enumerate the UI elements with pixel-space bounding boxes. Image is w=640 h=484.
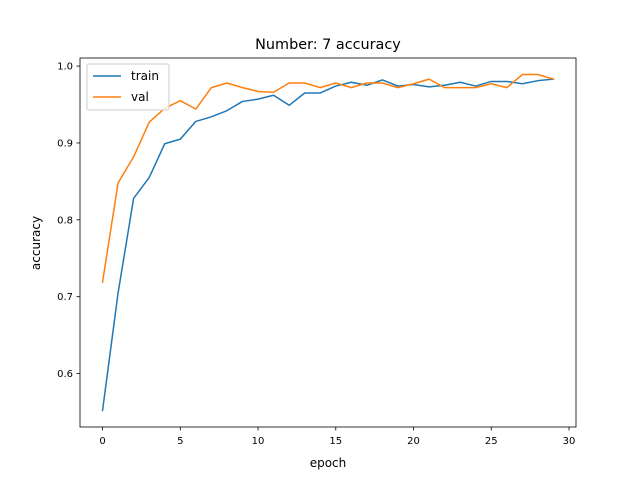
x-tick-label: 5: [177, 436, 183, 447]
plot-area: 0 5 10 15 20 25 30 0.6 0.7 0.8 0.9 1.0 train val: [57, 57, 577, 447]
x-axis-label: epoch: [310, 456, 347, 470]
chart-title: Number: 7 accuracy: [255, 37, 401, 53]
y-axis-label: accuracy: [29, 216, 43, 270]
x-tick-label: 0: [99, 436, 105, 447]
series-line-train: [101, 78, 555, 412]
legend: train val: [86, 63, 170, 111]
x-tick-label: 30: [563, 436, 576, 447]
axes-frame: [79, 57, 577, 428]
series-line-val: [101, 73, 555, 283]
x-tick-label: 10: [252, 436, 265, 447]
y-tick-label: 0.6: [57, 369, 73, 380]
legend-label-val: val: [131, 90, 149, 104]
legend-label-train: train: [131, 69, 159, 83]
x-tick-label: 15: [329, 436, 342, 447]
x-tick-label: 25: [485, 436, 498, 447]
y-tick-label: 0.8: [57, 215, 73, 226]
y-tick-label: 0.9: [57, 138, 73, 149]
x-tick-label: 20: [407, 436, 420, 447]
y-tick-label: 0.7: [57, 292, 73, 303]
y-tick-label: 1.0: [57, 62, 73, 73]
